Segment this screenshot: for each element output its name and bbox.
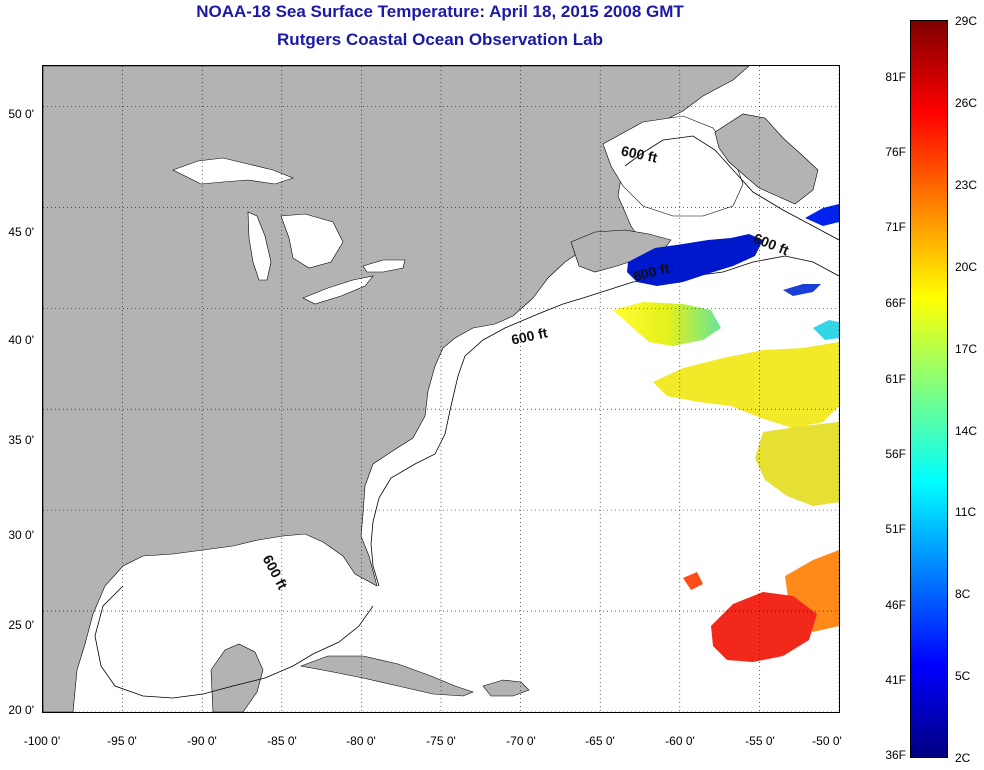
colorbar-f-label: 46F xyxy=(885,598,906,612)
colorbar-c-label: 29C xyxy=(955,14,978,28)
temperature-colorbar xyxy=(910,20,948,758)
colorbar-c-label: 14C xyxy=(955,424,978,438)
map-title: NOAA-18 Sea Surface Temperature: April 1… xyxy=(196,2,684,21)
lon-tick-label: -60 0' xyxy=(665,734,695,748)
colorbar-c-label: 5C xyxy=(955,669,971,683)
lat-tick-label: 35 0' xyxy=(8,433,34,447)
lon-tick-label: -50 0' xyxy=(812,734,842,748)
land-hispaniola xyxy=(482,679,530,697)
colorbar-c-label: 26C xyxy=(955,96,978,110)
colorbar-f-label: 71F xyxy=(885,220,906,234)
colorbar-f-label: 56F xyxy=(885,447,906,461)
lon-tick-label: -90 0' xyxy=(187,734,217,748)
lat-tick-label: 45 0' xyxy=(8,225,34,239)
land-cuba xyxy=(299,655,474,697)
contour-600ft xyxy=(624,135,839,241)
sst-cold-patch xyxy=(783,284,821,296)
colorbar-f-label: 76F xyxy=(885,145,906,159)
lat-tick-label: 25 0' xyxy=(8,618,34,632)
sst-gulf-stream-1 xyxy=(653,342,839,428)
graticule xyxy=(43,66,839,712)
contour-600ft xyxy=(94,585,374,699)
lat-tick-label: 20 0' xyxy=(8,703,34,717)
lake-huron xyxy=(280,213,344,269)
land-north-america xyxy=(43,66,750,712)
lon-tick-label: -65 0' xyxy=(585,734,615,748)
colorbar-f-label: 41F xyxy=(885,673,906,687)
colorbar-f-label: 61F xyxy=(885,372,906,386)
colorbar-c-label: 11C xyxy=(955,505,977,519)
lon-tick-label: -55 0' xyxy=(745,734,775,748)
lon-tick-label: -80 0' xyxy=(346,734,376,748)
lake-ontario xyxy=(362,259,406,273)
colorbar-c-label: 17C xyxy=(955,342,978,356)
lon-tick-label: -85 0' xyxy=(267,734,297,748)
lake-michigan xyxy=(247,211,272,281)
contour-600ft xyxy=(457,255,839,377)
colorbar-c-label: 23C xyxy=(955,178,978,192)
lake-erie xyxy=(302,275,374,305)
lon-tick-label: -75 0' xyxy=(426,734,456,748)
sst-map: 600 ft 600 ft 600 ft 600 ft 600 ft xyxy=(42,65,840,713)
colorbar-c-label: 2C xyxy=(955,751,971,765)
land-yucatan xyxy=(210,643,264,712)
sst-cold-labrador xyxy=(805,204,839,226)
colorbar-f-label: 36F xyxy=(885,748,906,762)
lake-superior xyxy=(172,157,294,185)
gulf-st-lawrence xyxy=(602,115,744,217)
lat-tick-label: 40 0' xyxy=(8,333,34,347)
sst-cold-scotian-shelf xyxy=(627,234,763,286)
map-subtitle: Rutgers Coastal Ocean Observation Lab xyxy=(277,30,603,49)
lon-tick-label: -100 0' xyxy=(23,734,61,748)
colorbar-f-label: 66F xyxy=(885,296,906,310)
colorbar-c-label: 8C xyxy=(955,587,971,601)
sst-warm-slope-1 xyxy=(613,302,721,346)
contour-600ft xyxy=(370,375,459,587)
map-canvas xyxy=(43,66,839,712)
colorbar-c-label: 20C xyxy=(955,260,978,274)
lat-tick-label: 30 0' xyxy=(8,528,34,542)
lon-tick-label: -70 0' xyxy=(506,734,536,748)
land-newfoundland xyxy=(714,113,819,205)
colorbar-f-label: 51F xyxy=(885,522,906,536)
sst-cyan-edge xyxy=(813,320,839,340)
sst-gulf-stream-2 xyxy=(755,422,839,506)
colorbar-f-label: 81F xyxy=(885,70,906,84)
sst-red-spots xyxy=(683,572,703,590)
lat-tick-label: 50 0' xyxy=(8,107,34,121)
sst-sargasso-red xyxy=(711,592,817,662)
lon-tick-label: -95 0' xyxy=(107,734,137,748)
